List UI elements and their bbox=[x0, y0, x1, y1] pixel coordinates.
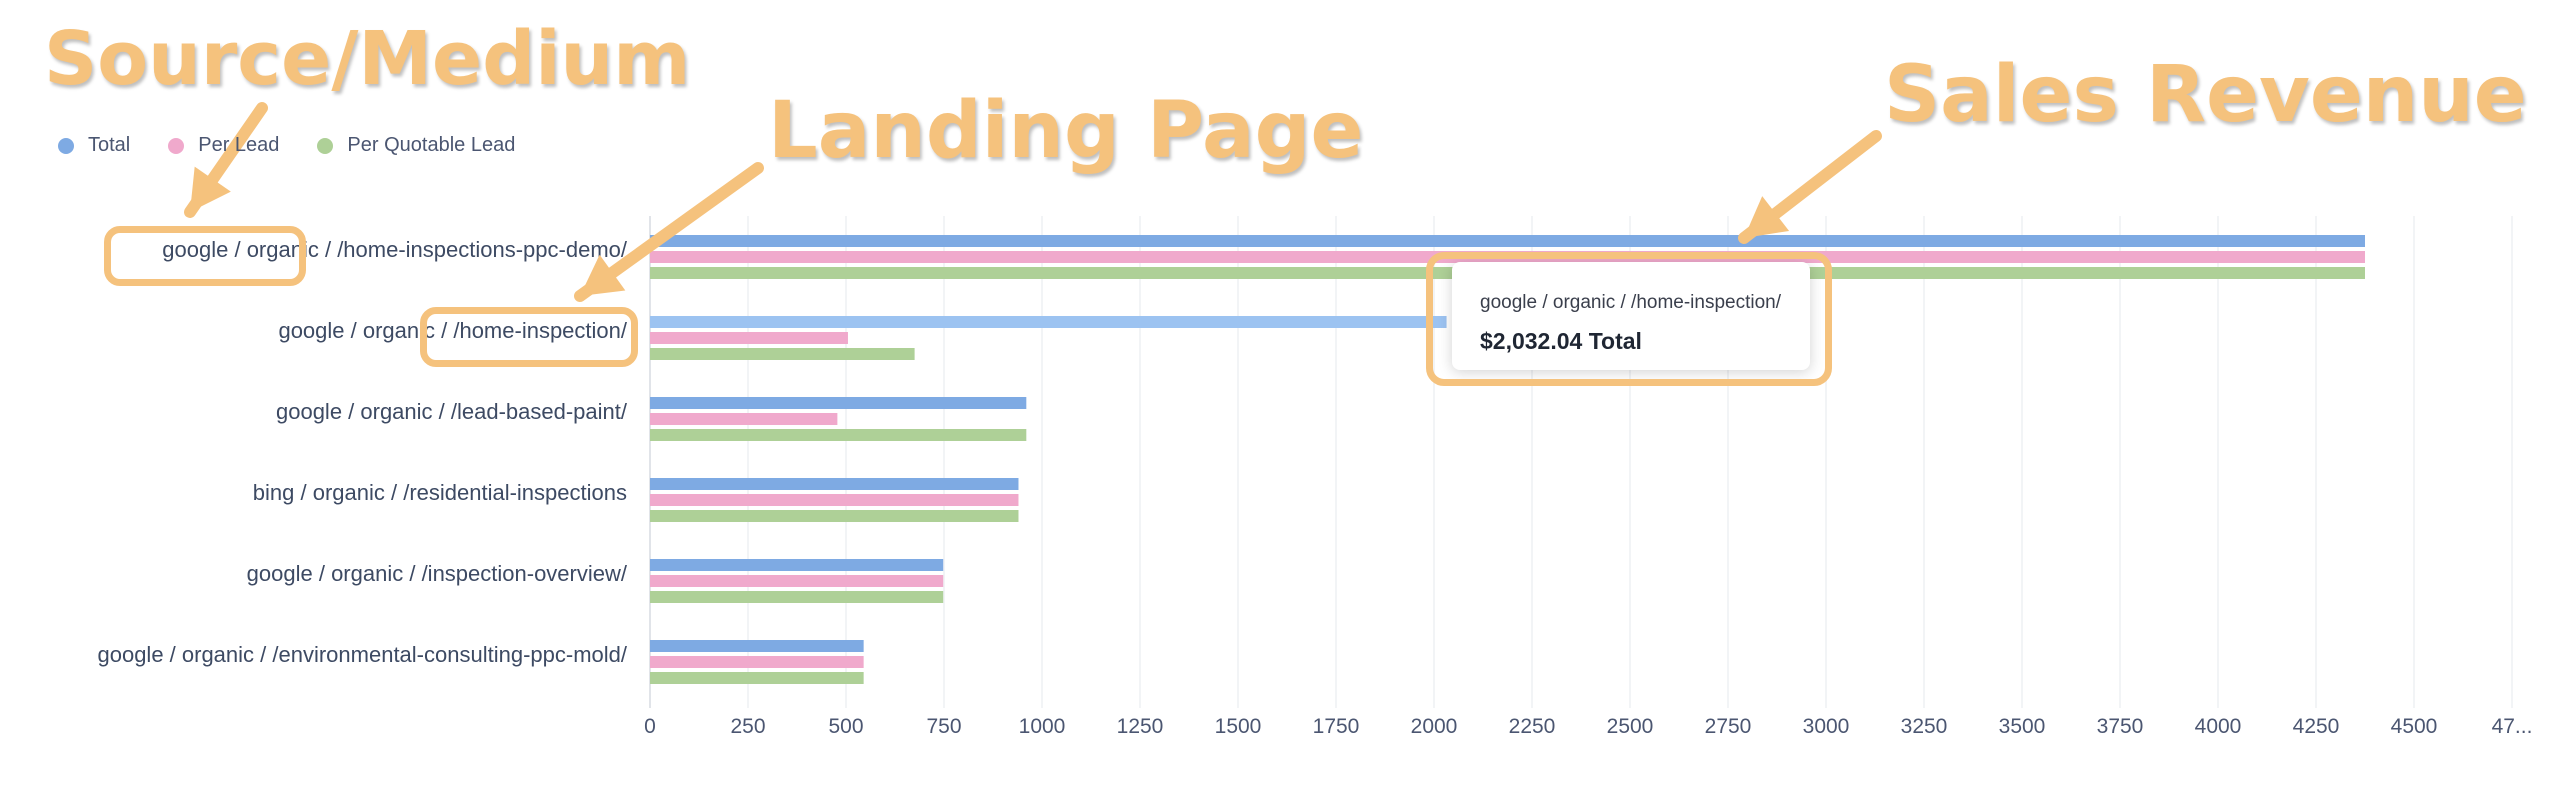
x-tick-label: 250 bbox=[730, 715, 765, 738]
x-tick-label: 2000 bbox=[1411, 715, 1458, 738]
x-axis-ticks: 0 250 500 750 1000 1250 1500 1750 2000 2250 2500 27… bbox=[644, 715, 2532, 738]
x-tick-label: 1000 bbox=[1019, 715, 1066, 738]
bar-per-lead[interactable] bbox=[650, 413, 838, 425]
x-tick-label: 500 bbox=[828, 715, 863, 738]
bar-per-quotable-lead[interactable] bbox=[650, 429, 1027, 441]
bar-total[interactable] bbox=[650, 559, 944, 571]
category-label: google / organic / /inspection-overview/ bbox=[247, 561, 628, 586]
x-tick-label: 3750 bbox=[2097, 715, 2144, 738]
legend-label-total: Total bbox=[88, 134, 131, 156]
bar-total[interactable] bbox=[650, 640, 864, 652]
bar-per-lead[interactable] bbox=[650, 575, 944, 587]
annotation-sales-revenue: Sales Revenue bbox=[1884, 50, 2527, 140]
bar-per-lead[interactable] bbox=[650, 656, 864, 668]
bar-total[interactable] bbox=[650, 478, 1019, 490]
legend-label-per-quotable-lead: Per Quotable Lead bbox=[347, 134, 516, 156]
category-label: google / organic / /home-inspection/ bbox=[278, 318, 627, 343]
legend-item-per-quotable-lead[interactable]: Per Quotable Lead bbox=[317, 134, 515, 157]
bar-per-lead[interactable] bbox=[650, 494, 1019, 506]
category-label: google / organic / /home-inspections-ppc… bbox=[162, 237, 628, 262]
highlight-landing-page bbox=[420, 307, 638, 367]
x-tick-label: 2750 bbox=[1705, 715, 1752, 738]
category-label: bing / organic / /residential-inspection… bbox=[253, 480, 627, 505]
bar-total[interactable] bbox=[650, 235, 2365, 247]
x-tick-label: 2250 bbox=[1509, 715, 1556, 738]
x-tick-label: 3250 bbox=[1901, 715, 1948, 738]
tooltip-value: $2,032.04 Total bbox=[1480, 328, 1642, 354]
tooltip-label: google / organic / /home-inspection/ bbox=[1480, 292, 1782, 313]
annotation-arrow-head bbox=[580, 254, 626, 296]
x-tick-label: 4000 bbox=[2195, 715, 2242, 738]
x-tick-label: 0 bbox=[644, 715, 656, 738]
legend-item-total[interactable]: Total bbox=[58, 134, 130, 157]
x-tick-label: 750 bbox=[926, 715, 961, 738]
bar-per-quotable-lead[interactable] bbox=[650, 510, 1019, 522]
annotation-arrows bbox=[184, 102, 1882, 302]
x-tick-label: 4500 bbox=[2391, 715, 2438, 738]
category-label: google / organic / /environmental-consul… bbox=[97, 642, 627, 667]
x-tick-label: 4250 bbox=[2293, 715, 2340, 738]
legend-item-per-lead[interactable]: Per Lead bbox=[168, 134, 279, 157]
tooltip: google / organic / /home-inspection/ $2,… bbox=[1452, 262, 1810, 370]
bar-per-quotable-lead[interactable] bbox=[650, 591, 944, 603]
category-labels: google / organic / /home-inspections-ppc… bbox=[97, 237, 627, 667]
bar-per-lead[interactable] bbox=[650, 332, 848, 344]
annotation-arrow-head bbox=[1744, 196, 1790, 238]
x-tick-label: 1500 bbox=[1215, 715, 1262, 738]
x-tick-label: 2500 bbox=[1607, 715, 1654, 738]
bar-total[interactable] bbox=[650, 397, 1027, 409]
annotation-landing-page: Landing Page bbox=[768, 86, 1364, 176]
legend: Total Per Lead Per Quotable Lead bbox=[58, 134, 515, 157]
legend-label-per-lead: Per Lead bbox=[198, 134, 280, 156]
legend-dot-per-quotable-lead bbox=[317, 137, 334, 154]
annotation-source-medium: Source/Medium bbox=[44, 16, 691, 102]
annotation-arrow-head bbox=[190, 166, 231, 212]
highlight-source-medium bbox=[104, 226, 306, 286]
legend-dot-total bbox=[58, 137, 74, 154]
bar-total[interactable] bbox=[650, 316, 1447, 328]
x-tick-label: 1250 bbox=[1117, 715, 1164, 738]
bar-per-quotable-lead[interactable] bbox=[650, 672, 864, 684]
x-tick-label: 3500 bbox=[1999, 715, 2046, 738]
legend-dot-per-lead bbox=[168, 137, 185, 154]
x-tick-label: 47... bbox=[2492, 715, 2533, 738]
category-label: google / organic / /lead-based-paint/ bbox=[276, 399, 628, 424]
highlight-sales-revenue bbox=[1426, 252, 1832, 386]
x-tick-label: 3000 bbox=[1803, 715, 1850, 738]
x-tick-label: 1750 bbox=[1313, 715, 1360, 738]
bar-per-quotable-lead[interactable] bbox=[650, 348, 915, 360]
